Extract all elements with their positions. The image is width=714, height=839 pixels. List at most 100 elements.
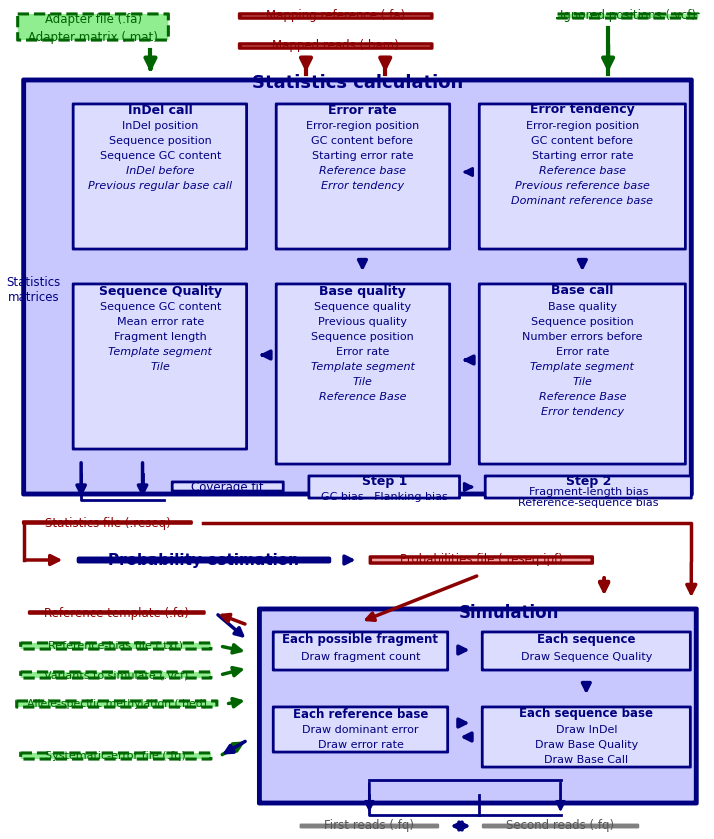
FancyBboxPatch shape [482,707,690,767]
Text: Systematic-error file (.fq): Systematic-error file (.fq) [46,751,186,761]
Text: Reference template (.fa): Reference template (.fa) [44,607,189,619]
FancyBboxPatch shape [482,632,690,670]
Text: Mapping reference (.fa): Mapping reference (.fa) [266,9,406,23]
Text: Tile: Tile [573,377,593,387]
FancyBboxPatch shape [371,557,593,563]
Text: Tile: Tile [151,362,171,372]
FancyBboxPatch shape [276,284,450,464]
Text: Sequence position: Sequence position [311,332,414,342]
Text: GC bias   Flanking bias: GC bias Flanking bias [321,492,448,502]
Text: First reads (.fq): First reads (.fq) [324,820,414,832]
Text: Previous quality: Previous quality [318,317,407,327]
Text: Sequence quality: Sequence quality [314,302,411,312]
Text: Coverage fit: Coverage fit [191,481,264,493]
Text: Probability estimation: Probability estimation [109,553,299,567]
Text: Adapter matrix (.mat): Adapter matrix (.mat) [28,32,158,44]
Text: Each reference base: Each reference base [293,707,428,721]
Text: Error tendency: Error tendency [540,407,624,417]
Text: Step 1: Step 1 [361,475,407,487]
Text: GC content before: GC content before [311,136,413,146]
Text: Tile: Tile [353,377,373,387]
FancyBboxPatch shape [276,104,450,249]
Text: Sequence GC content: Sequence GC content [100,151,221,161]
Text: Error-region position: Error-region position [306,121,419,131]
FancyBboxPatch shape [309,476,460,498]
Text: Base call: Base call [551,284,613,298]
Text: Template segment: Template segment [109,347,212,357]
Text: Starting error rate: Starting error rate [312,151,413,161]
Text: Mean error rate: Mean error rate [117,317,204,327]
Text: Sequence position: Sequence position [531,317,634,327]
Text: Draw Base Call: Draw Base Call [544,755,628,765]
Text: Previous reference base: Previous reference base [515,181,650,191]
Text: Sequence Quality: Sequence Quality [99,284,222,298]
Text: Each sequence base: Each sequence base [519,707,653,721]
Text: Number errors before: Number errors before [522,332,643,342]
Text: Each possible fragment: Each possible fragment [283,633,438,645]
FancyBboxPatch shape [16,701,217,707]
Text: Draw Sequence Quality: Draw Sequence Quality [521,652,652,662]
Text: Reference Base: Reference Base [538,392,626,402]
Text: InDel before: InDel before [126,166,195,176]
Text: Error rate: Error rate [555,347,609,357]
FancyBboxPatch shape [479,104,685,249]
Text: Adapter file (.fa): Adapter file (.fa) [44,13,141,25]
Text: Error tendency: Error tendency [321,181,404,191]
FancyBboxPatch shape [558,14,698,18]
Text: Draw Base Quality: Draw Base Quality [535,740,638,750]
Text: Template segment: Template segment [531,362,634,372]
FancyBboxPatch shape [24,522,191,523]
Text: Reference base: Reference base [319,166,406,176]
Text: InDel position: InDel position [122,121,198,131]
FancyBboxPatch shape [172,482,283,491]
FancyBboxPatch shape [273,707,448,752]
Text: Statistics
matrices: Statistics matrices [6,276,61,304]
FancyBboxPatch shape [79,559,329,561]
Text: Previous regular base call: Previous regular base call [89,181,233,191]
Text: Error rate: Error rate [336,347,389,357]
Text: Reference Base: Reference Base [318,392,406,402]
Text: Base quality: Base quality [548,302,617,312]
FancyBboxPatch shape [73,104,246,249]
Text: Error-region position: Error-region position [526,121,639,131]
Text: Draw error rate: Draw error rate [318,740,403,750]
FancyBboxPatch shape [486,476,691,498]
Text: Probabilities file (.reseq.ipf): Probabilities file (.reseq.ipf) [400,554,563,566]
Text: Ignored positions (.vcf): Ignored positions (.vcf) [560,9,696,23]
Text: Error tendency: Error tendency [530,103,635,117]
Text: Step 2: Step 2 [565,475,611,487]
Text: Dominant reference base: Dominant reference base [511,196,653,206]
Text: Statistics calculation: Statistics calculation [252,74,463,92]
Text: Variants to simulate (.vcf): Variants to simulate (.vcf) [44,670,188,680]
FancyBboxPatch shape [21,643,211,649]
Text: InDel call: InDel call [128,103,193,117]
FancyBboxPatch shape [240,14,432,18]
Text: Sequence position: Sequence position [109,136,212,146]
Text: Fragment-length bias: Fragment-length bias [528,487,648,497]
FancyBboxPatch shape [18,14,169,40]
Text: Starting error rate: Starting error rate [532,151,633,161]
Text: Draw dominant error: Draw dominant error [302,725,418,735]
FancyBboxPatch shape [301,825,438,827]
Text: Error rate: Error rate [328,103,397,117]
FancyBboxPatch shape [259,609,696,803]
Text: Second reads (.fq): Second reads (.fq) [506,820,615,832]
Text: Template segment: Template segment [311,362,414,372]
Text: Simulation: Simulation [459,604,559,622]
FancyBboxPatch shape [73,284,246,449]
FancyBboxPatch shape [483,825,638,827]
Text: Reference-bias file (.txt): Reference-bias file (.txt) [49,641,183,651]
FancyBboxPatch shape [24,80,691,494]
Text: Fragment length: Fragment length [114,332,207,342]
Text: Statistics file (.reseq): Statistics file (.reseq) [45,517,171,529]
FancyBboxPatch shape [21,753,211,759]
Text: Each sequence: Each sequence [537,633,635,645]
Text: Draw InDel: Draw InDel [555,725,617,735]
Text: GC content before: GC content before [531,136,633,146]
Text: Reference-sequence bias: Reference-sequence bias [518,498,658,508]
Text: Reference base: Reference base [539,166,626,176]
FancyBboxPatch shape [29,612,204,613]
FancyBboxPatch shape [240,44,432,48]
FancyBboxPatch shape [479,284,685,464]
Text: Allele-specific methylation (.bed): Allele-specific methylation (.bed) [27,699,207,709]
